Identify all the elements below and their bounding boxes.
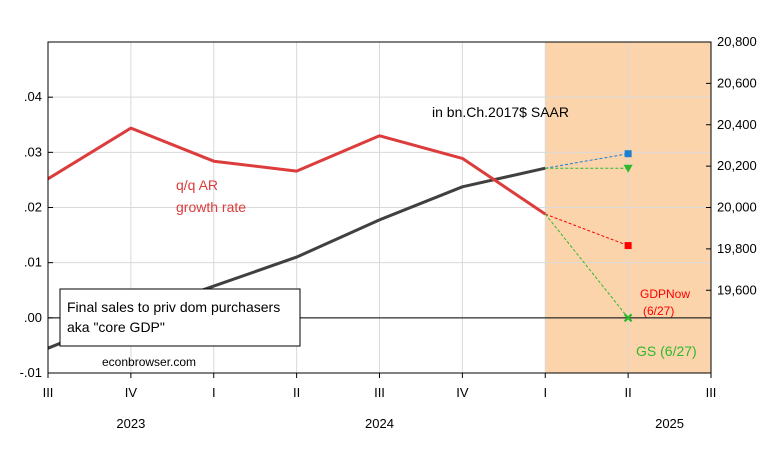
left-tick-label-2: .01 — [24, 255, 42, 270]
right-tick-label-1: 19,800 — [717, 241, 757, 256]
level-axis-annotation: in bn.Ch.2017$ SAAR — [432, 104, 569, 120]
series-marker-square-4 — [624, 150, 632, 158]
gdpnow-label-line-1: GDPNow — [640, 287, 690, 301]
description-line-2: aka "core GDP" — [67, 319, 165, 335]
right-tick-label-4: 20,400 — [717, 117, 757, 132]
x-quarter-label-6: I — [543, 385, 547, 400]
left-tick-label-1: .00 — [24, 310, 42, 325]
right-tick-label-6: 20,800 — [717, 34, 757, 49]
x-quarter-label-2: I — [212, 385, 216, 400]
tick-labels: -.01 .00 .01 .02 .03 .04 19,600 19,800 20,000 20,… — [20, 34, 757, 431]
growth-annotation-line-2: growth rate — [176, 199, 246, 215]
description-line-1: Final sales to priv dom purchasers — [67, 299, 280, 315]
gs-label: GS (6/27) — [636, 343, 697, 359]
x-year-label-1: 2024 — [365, 416, 394, 431]
right-tick-label-0: 19,600 — [717, 282, 757, 297]
series-marker-square-2 — [624, 242, 632, 250]
growth-annotation-line-1: q/q AR — [176, 177, 218, 193]
watermark: econbrowser.com — [102, 355, 196, 369]
series-marker-x-3 — [623, 313, 633, 323]
series-marker-triangle-5 — [623, 164, 633, 173]
right-tick-label-2: 20,000 — [717, 200, 757, 215]
x-year-label-2: 2025 — [655, 416, 684, 431]
left-tick-label-3: .02 — [24, 200, 42, 215]
series-line-3 — [544, 213, 629, 319]
x-quarter-label-7: II — [625, 385, 632, 400]
description-box — [59, 288, 301, 347]
gdpnow-label-line-2: (6/27) — [643, 304, 674, 318]
x-quarter-label-1: IV — [125, 385, 138, 400]
x-quarter-label-0: III — [43, 385, 54, 400]
x-quarter-label-4: III — [374, 385, 385, 400]
series-line-4 — [545, 153, 629, 169]
x-quarter-label-3: II — [293, 385, 300, 400]
right-tick-label-5: 20,600 — [717, 75, 757, 90]
left-tick-label-5: .04 — [24, 89, 42, 104]
x-quarter-label-8: III — [706, 385, 717, 400]
series-layer — [47, 126, 633, 350]
axes — [47, 41, 712, 378]
left-tick-label-0: -.01 — [20, 365, 42, 380]
right-tick-label-3: 20,200 — [717, 158, 757, 173]
x-year-label-0: 2023 — [116, 416, 145, 431]
x-quarter-label-5: IV — [456, 385, 469, 400]
series-line-1 — [47, 126, 547, 216]
left-tick-label-4: .03 — [24, 144, 42, 159]
